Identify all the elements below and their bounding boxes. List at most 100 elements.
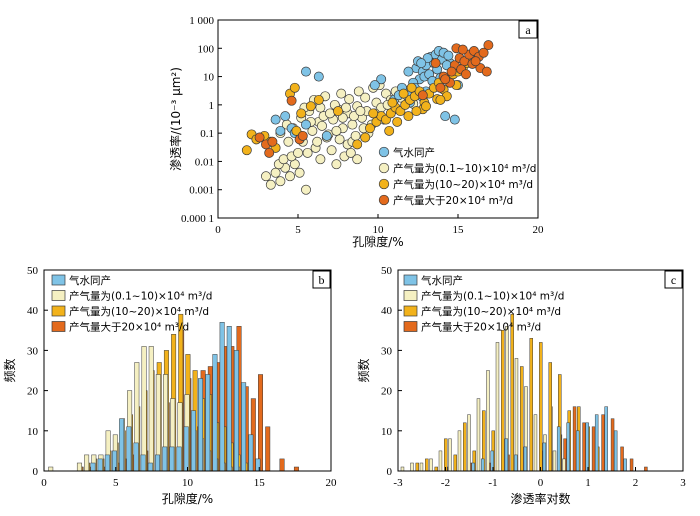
y-tick-label-a: 100: [198, 43, 215, 55]
bar-b-3-21: [279, 458, 285, 472]
y-axis-title-b: 频数: [2, 358, 17, 382]
point-a-2-11: [352, 139, 363, 150]
bar-c-1-0: [400, 466, 405, 472]
bar-c-1-7: [467, 414, 471, 472]
legend-label-b-0: 气水同产: [69, 274, 111, 287]
y-tick-label-c: 40: [381, 305, 393, 317]
bar-c-1-16: [552, 450, 557, 472]
point-a-0-1: [313, 71, 324, 82]
y-tick-label-a: 0.01: [195, 156, 214, 168]
point-a-1-15: [331, 159, 342, 170]
y-tick-label-c: 0: [387, 466, 393, 478]
bar-b-0-11: [169, 446, 175, 472]
x-tick-label-c: 0: [538, 477, 544, 489]
point-a-3-13: [478, 47, 489, 58]
legend-marker-c-1: [403, 290, 418, 301]
bar-b-0-19: [226, 326, 232, 472]
bar-c-0-13: [613, 430, 618, 472]
x-axis-title-c: 渗透率对数: [510, 491, 570, 506]
point-a-3-23: [461, 69, 471, 80]
point-a-0-44: [270, 114, 281, 125]
bar-c-0-14: [623, 458, 627, 472]
legend-marker-c-3: [403, 321, 418, 332]
legend-label-a-1: 产气量为(0.1~10)×10⁴ m³/d: [393, 162, 536, 175]
point-a-1-63: [331, 125, 342, 136]
bar-c-1-6: [457, 430, 462, 472]
point-a-1-49: [336, 88, 347, 99]
point-a-2-46: [398, 88, 409, 99]
bar-c-0-11: [594, 414, 599, 472]
x-tick-label-a: 0: [215, 224, 221, 236]
legend-marker-b-2: [51, 305, 66, 317]
bar-b-3-22: [293, 466, 299, 472]
point-a-3-4: [286, 95, 297, 106]
legend-label-a-0: 气水同产: [393, 146, 435, 159]
point-a-2-40: [411, 106, 422, 117]
point-a-3-24: [470, 56, 481, 67]
legend-marker-a-2: [378, 178, 390, 190]
y-tick-label-c: 50: [381, 265, 393, 277]
point-a-1-77: [283, 136, 294, 147]
bar-c-2-5: [463, 422, 467, 472]
bar-b-1-11: [148, 346, 154, 472]
y-axis-title-a: 渗透率/(10⁻³ μm²): [168, 67, 183, 171]
panel-label-box-a: [518, 20, 538, 39]
bar-c-3-14: [629, 458, 634, 472]
point-a-1-8: [301, 184, 311, 195]
bar-c-3-10: [591, 426, 596, 472]
point-a-3-22: [440, 74, 451, 85]
y-tick-label-b: 50: [27, 265, 39, 277]
y-tick-label-a: 1: [209, 100, 215, 112]
bar-b-0-9: [155, 454, 161, 472]
point-a-1-78: [293, 147, 303, 158]
point-a-1-55: [312, 136, 323, 147]
y-tick-label-c: 10: [381, 426, 393, 438]
point-a-1-58: [350, 130, 361, 141]
x-tick-label-b: 5: [113, 477, 119, 489]
bar-b-0-4: [119, 418, 125, 472]
bar-c-0-12: [604, 406, 608, 472]
legend-marker-b-3: [51, 321, 66, 332]
bar-c-2-2: [434, 466, 438, 472]
legend-label-b-2: 产气量为(10~20)×10⁴ m³/d: [69, 305, 209, 318]
series-b-0: [90, 322, 261, 472]
bar-b-1-10: [141, 346, 147, 472]
point-a-0-8: [449, 114, 460, 125]
point-a-3-3: [267, 136, 278, 147]
bar-b-0-12: [176, 446, 182, 472]
point-a-1-17: [345, 147, 356, 158]
x-tick-label-b: 15: [254, 477, 266, 489]
bar-b-0-2: [104, 454, 110, 472]
point-a-1-12: [302, 147, 313, 158]
legend-label-c-1: 产气量为(0.1~10)×10⁴ m³/d: [421, 290, 564, 303]
bar-b-0-1: [97, 458, 103, 472]
bar-c-1-4: [438, 450, 443, 472]
y-tick-label-a: 1 000: [189, 15, 214, 27]
point-a-2-39: [421, 101, 431, 112]
chart-b: 0 5 10 15 20 0 10 20 30 40 50 孔隙度/% 频数 b: [2, 265, 337, 506]
point-a-1-0: [261, 171, 271, 182]
point-a-1-71: [337, 112, 348, 123]
x-tick-label-a: 10: [373, 224, 385, 236]
point-a-2-9: [313, 94, 324, 105]
bar-c-2-3: [444, 438, 448, 472]
bar-c-2-12: [529, 338, 533, 472]
point-a-3-14: [483, 40, 494, 51]
legend-label-a-3: 产气量大于20×10⁴ m³/d: [393, 194, 513, 207]
point-a-2-41: [435, 94, 446, 105]
bar-c-1-8: [476, 398, 481, 472]
bar-c-0-1: [480, 458, 485, 472]
point-a-1-7: [294, 167, 305, 178]
x-tick-label-c: -3: [393, 477, 403, 489]
chart-a: 0 5 10 15 20 0.000 1 0.001 0.01 0.1 1 10 100 1 000 孔隙…: [168, 15, 544, 249]
point-a-2-10: [333, 106, 343, 117]
bar-c-3-13: [620, 446, 624, 472]
bar-b-0-0: [90, 462, 96, 472]
legend-label-c-3: 产气量大于20×10⁴ m³/d: [421, 321, 541, 334]
x-tick-label-b: 10: [182, 477, 194, 489]
bar-b-0-7: [140, 454, 146, 472]
point-a-0-2: [376, 74, 387, 85]
